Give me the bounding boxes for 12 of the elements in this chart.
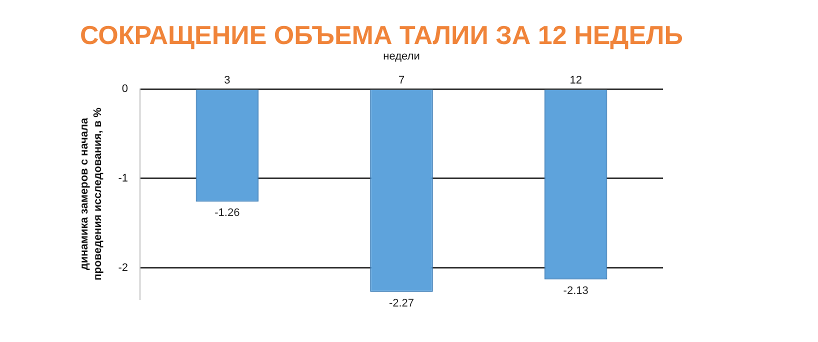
y-tick-label: 0: [122, 83, 128, 96]
chart-title: СОКРАЩЕНИЕ ОБЪЕМА ТАЛИИ ЗА 12 НЕДЕЛЬ: [80, 20, 683, 51]
x-tick-label: 12: [570, 74, 582, 86]
data-label: -2.13: [563, 284, 588, 297]
y-tick-label: -1: [118, 172, 128, 184]
x-tick-label: 7: [398, 74, 405, 86]
data-label: -2.27: [388, 297, 414, 310]
y-tick-label: -2: [118, 262, 128, 274]
x-axis-title: недели: [383, 50, 420, 63]
data-label: -1.26: [214, 207, 240, 220]
y-axis-title: динамика замеров с начала проведения исследования, в %: [78, 107, 104, 280]
x-tick-label: 3: [224, 74, 230, 86]
